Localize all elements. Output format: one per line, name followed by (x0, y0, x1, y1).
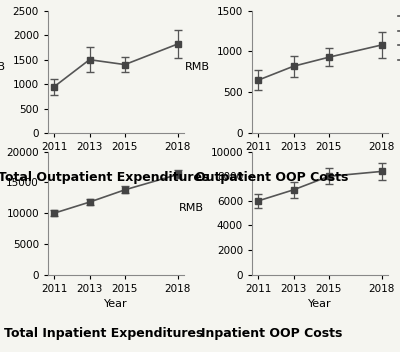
Text: Outpatient OOP Costs: Outpatient OOP Costs (195, 171, 349, 184)
Legend: 2011, 2013, 2015, 2018: 2011, 2013, 2015, 2018 (396, 10, 400, 68)
Y-axis label: RMB: RMB (185, 62, 210, 72)
Text: Total Inpatient Expenditures: Total Inpatient Expenditures (4, 327, 204, 340)
Y-axis label: RMB: RMB (0, 62, 6, 72)
X-axis label: Year: Year (104, 299, 128, 309)
Text: Inpatient OOP Costs: Inpatient OOP Costs (201, 327, 343, 340)
X-axis label: Year: Year (308, 158, 332, 168)
X-axis label: Year: Year (104, 158, 128, 168)
X-axis label: Year: Year (308, 299, 332, 309)
Text: Total Outpatient Expenditures: Total Outpatient Expenditures (0, 171, 210, 184)
Y-axis label: RMB: RMB (178, 203, 204, 213)
